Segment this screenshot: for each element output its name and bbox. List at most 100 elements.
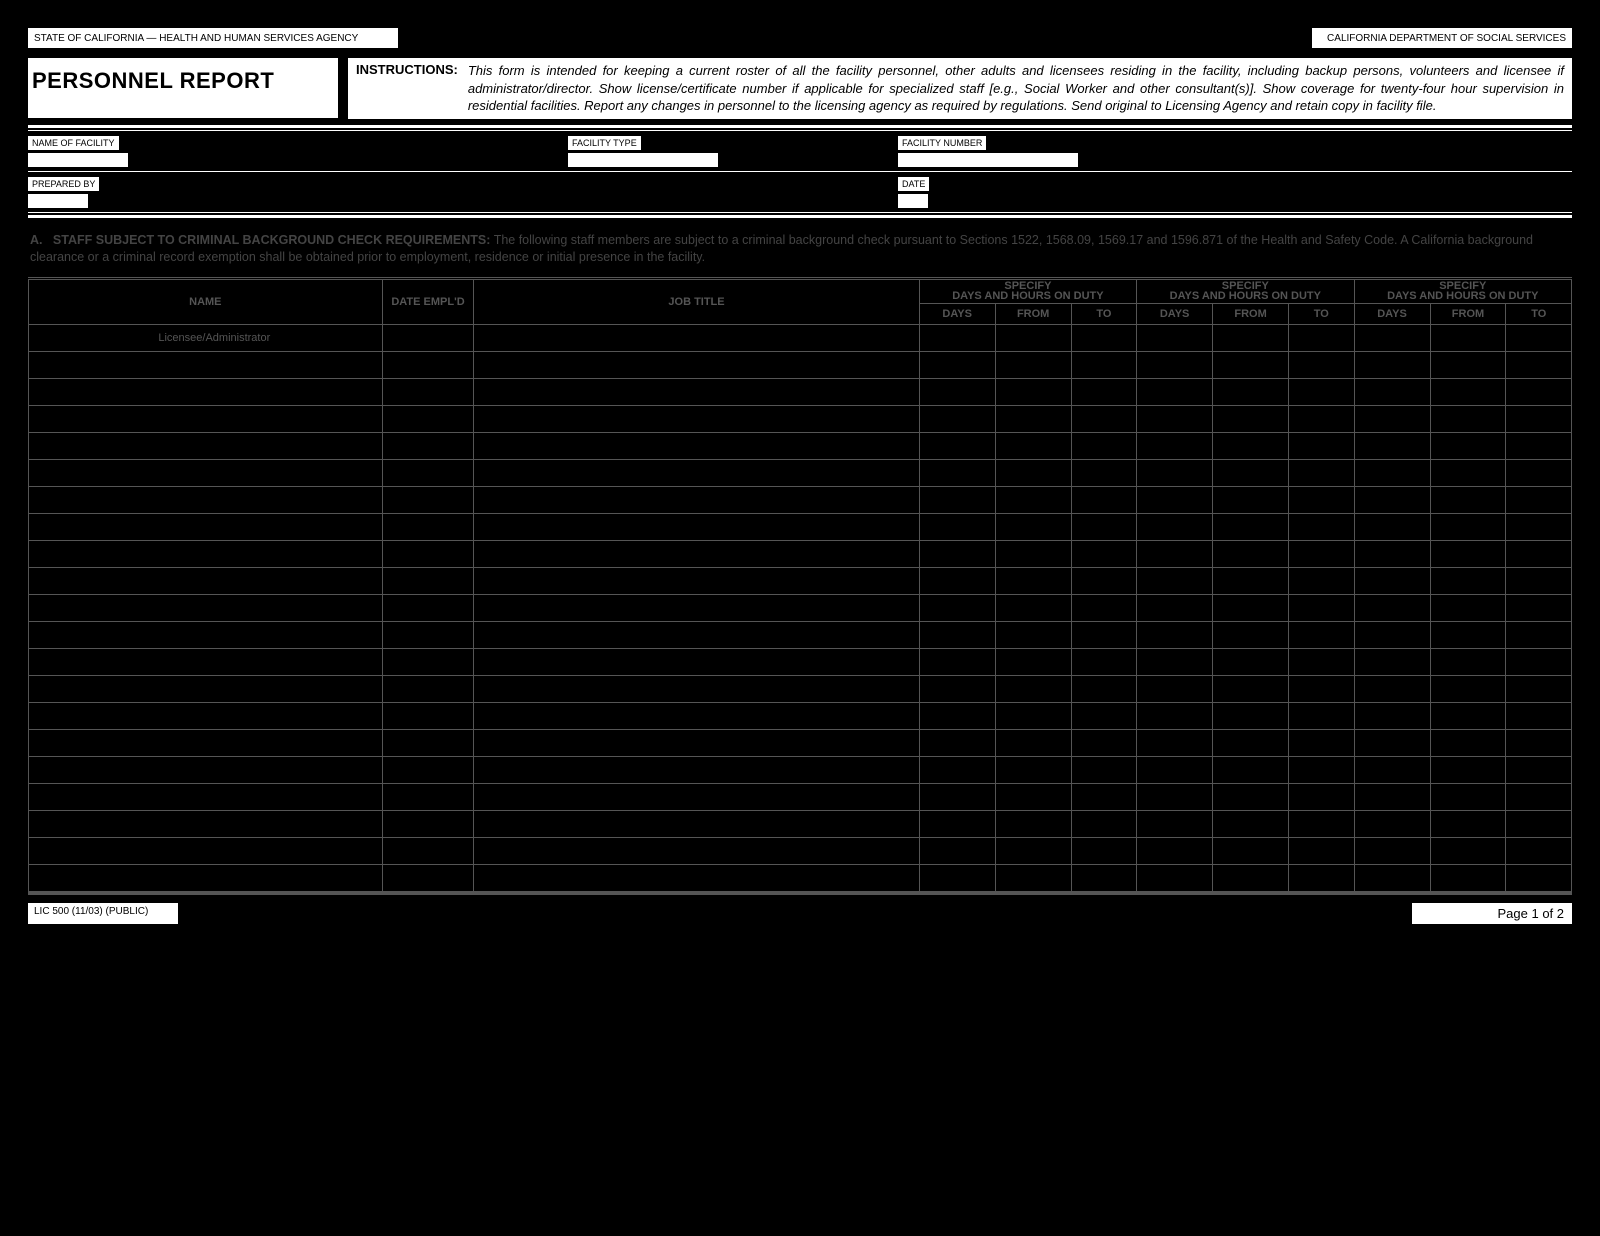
data-cell[interactable] <box>995 406 1071 433</box>
data-cell[interactable] <box>1354 730 1430 757</box>
data-cell[interactable] <box>382 541 474 568</box>
data-cell[interactable] <box>1137 487 1213 514</box>
data-cell[interactable] <box>1506 865 1572 892</box>
data-cell[interactable] <box>1430 622 1506 649</box>
data-cell[interactable] <box>1213 487 1289 514</box>
data-cell[interactable] <box>1289 838 1354 865</box>
data-cell[interactable] <box>382 433 474 460</box>
data-cell[interactable] <box>1213 703 1289 730</box>
data-cell[interactable] <box>919 406 995 433</box>
data-cell[interactable] <box>474 784 919 811</box>
data-cell[interactable] <box>1213 568 1289 595</box>
name-cell[interactable] <box>29 811 383 838</box>
data-cell[interactable] <box>919 784 995 811</box>
data-cell[interactable] <box>1071 433 1136 460</box>
data-cell[interactable] <box>474 757 919 784</box>
data-cell[interactable] <box>1430 703 1506 730</box>
data-cell[interactable] <box>1506 622 1572 649</box>
data-cell[interactable] <box>1354 514 1430 541</box>
name-cell[interactable] <box>29 622 383 649</box>
data-cell[interactable] <box>995 460 1071 487</box>
data-cell[interactable] <box>382 406 474 433</box>
data-cell[interactable] <box>1506 757 1572 784</box>
data-cell[interactable] <box>1071 649 1136 676</box>
name-cell[interactable] <box>29 460 383 487</box>
data-cell[interactable] <box>919 757 995 784</box>
data-cell[interactable] <box>382 487 474 514</box>
data-cell[interactable] <box>382 784 474 811</box>
name-cell[interactable] <box>29 865 383 892</box>
name-of-facility-input[interactable] <box>28 153 128 167</box>
data-cell[interactable] <box>1213 865 1289 892</box>
data-cell[interactable] <box>1430 568 1506 595</box>
data-cell[interactable] <box>995 757 1071 784</box>
data-cell[interactable] <box>919 595 995 622</box>
data-cell[interactable] <box>1213 541 1289 568</box>
data-cell[interactable] <box>1137 595 1213 622</box>
name-cell[interactable] <box>29 784 383 811</box>
data-cell[interactable] <box>474 622 919 649</box>
name-cell[interactable] <box>29 568 383 595</box>
data-cell[interactable] <box>1213 325 1289 352</box>
data-cell[interactable] <box>1213 406 1289 433</box>
data-cell[interactable] <box>1289 622 1354 649</box>
data-cell[interactable] <box>1430 541 1506 568</box>
data-cell[interactable] <box>1071 325 1136 352</box>
data-cell[interactable] <box>919 730 995 757</box>
data-cell[interactable] <box>1354 757 1430 784</box>
data-cell[interactable] <box>1354 622 1430 649</box>
data-cell[interactable] <box>1071 703 1136 730</box>
data-cell[interactable] <box>995 352 1071 379</box>
data-cell[interactable] <box>1213 433 1289 460</box>
data-cell[interactable] <box>995 514 1071 541</box>
data-cell[interactable] <box>1137 325 1213 352</box>
data-cell[interactable] <box>1071 838 1136 865</box>
data-cell[interactable] <box>474 514 919 541</box>
data-cell[interactable] <box>995 703 1071 730</box>
data-cell[interactable] <box>1071 460 1136 487</box>
data-cell[interactable] <box>1137 433 1213 460</box>
data-cell[interactable] <box>382 352 474 379</box>
data-cell[interactable] <box>382 757 474 784</box>
data-cell[interactable] <box>1137 514 1213 541</box>
data-cell[interactable] <box>1506 811 1572 838</box>
data-cell[interactable] <box>1506 352 1572 379</box>
data-cell[interactable] <box>1430 514 1506 541</box>
data-cell[interactable] <box>1289 514 1354 541</box>
data-cell[interactable] <box>1430 406 1506 433</box>
data-cell[interactable] <box>995 649 1071 676</box>
data-cell[interactable] <box>1071 487 1136 514</box>
data-cell[interactable] <box>1289 433 1354 460</box>
name-cell[interactable] <box>29 838 383 865</box>
data-cell[interactable] <box>995 622 1071 649</box>
data-cell[interactable] <box>919 514 995 541</box>
data-cell[interactable] <box>1506 514 1572 541</box>
data-cell[interactable] <box>1137 865 1213 892</box>
name-cell[interactable] <box>29 649 383 676</box>
name-cell[interactable] <box>29 433 383 460</box>
data-cell[interactable] <box>919 703 995 730</box>
data-cell[interactable] <box>919 379 995 406</box>
data-cell[interactable] <box>1137 622 1213 649</box>
data-cell[interactable] <box>474 541 919 568</box>
data-cell[interactable] <box>1137 838 1213 865</box>
data-cell[interactable] <box>474 649 919 676</box>
data-cell[interactable] <box>1354 352 1430 379</box>
data-cell[interactable] <box>1289 406 1354 433</box>
data-cell[interactable] <box>1071 406 1136 433</box>
data-cell[interactable] <box>1289 352 1354 379</box>
data-cell[interactable] <box>1430 487 1506 514</box>
data-cell[interactable] <box>995 487 1071 514</box>
data-cell[interactable] <box>1506 784 1572 811</box>
data-cell[interactable] <box>474 352 919 379</box>
data-cell[interactable] <box>919 460 995 487</box>
data-cell[interactable] <box>474 379 919 406</box>
data-cell[interactable] <box>382 568 474 595</box>
data-cell[interactable] <box>382 595 474 622</box>
data-cell[interactable] <box>474 838 919 865</box>
data-cell[interactable] <box>474 703 919 730</box>
name-cell[interactable] <box>29 757 383 784</box>
data-cell[interactable] <box>995 379 1071 406</box>
data-cell[interactable] <box>1137 460 1213 487</box>
data-cell[interactable] <box>1137 784 1213 811</box>
